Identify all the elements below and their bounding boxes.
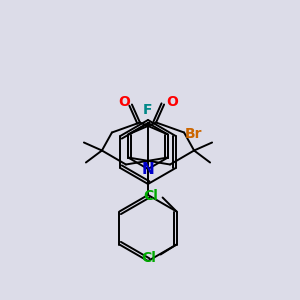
Text: Cl: Cl (143, 188, 158, 203)
Text: F: F (143, 103, 153, 117)
Text: N: N (142, 161, 154, 176)
Text: Br: Br (185, 127, 202, 141)
Text: Cl: Cl (141, 251, 156, 266)
Text: O: O (166, 94, 178, 109)
Text: O: O (118, 94, 130, 109)
